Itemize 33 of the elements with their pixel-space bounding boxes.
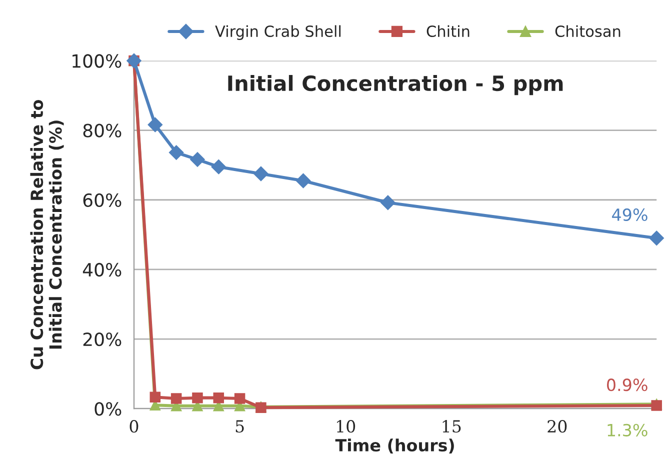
point (213, 392, 224, 404)
legend-label: Chitosan (555, 25, 620, 38)
point (168, 145, 184, 160)
y-tick-label: 40% (82, 262, 122, 277)
y-tick-label: 100% (72, 54, 122, 68)
annotation: 0.9% (607, 378, 648, 392)
x-tick-label: 0 (130, 420, 138, 433)
x-tick-label: 10 (337, 420, 356, 433)
text: Initial Concentration - 5 ppm (228, 74, 563, 96)
y-tick-label: 80% (83, 124, 122, 138)
point (234, 393, 246, 404)
point (211, 159, 226, 174)
point (150, 392, 161, 403)
point (380, 195, 396, 210)
legend-label: Virgin Crab Shell (215, 25, 341, 40)
point (649, 230, 664, 246)
x-tick-label: 5 (236, 420, 244, 433)
point (148, 117, 163, 132)
y-axis-title: Cu Concentration Relative to Initial Concentration (%) (30, 100, 64, 370)
annotation: 49% (612, 208, 648, 222)
x-axis-title: Time (hours) (335, 438, 454, 454)
x-tick-label: 15 (442, 420, 461, 433)
y-tick-label: 20% (83, 332, 122, 346)
x-tick-label: 20 (548, 420, 567, 433)
text: 1.3% (608, 424, 648, 436)
point (254, 166, 268, 182)
point (192, 392, 203, 404)
y-tick-label: 0% (94, 402, 122, 416)
legend-label: Chitin (426, 25, 470, 38)
y-tick-label: 60% (83, 193, 122, 207)
point (170, 393, 182, 404)
point (296, 173, 311, 188)
point (190, 152, 205, 167)
